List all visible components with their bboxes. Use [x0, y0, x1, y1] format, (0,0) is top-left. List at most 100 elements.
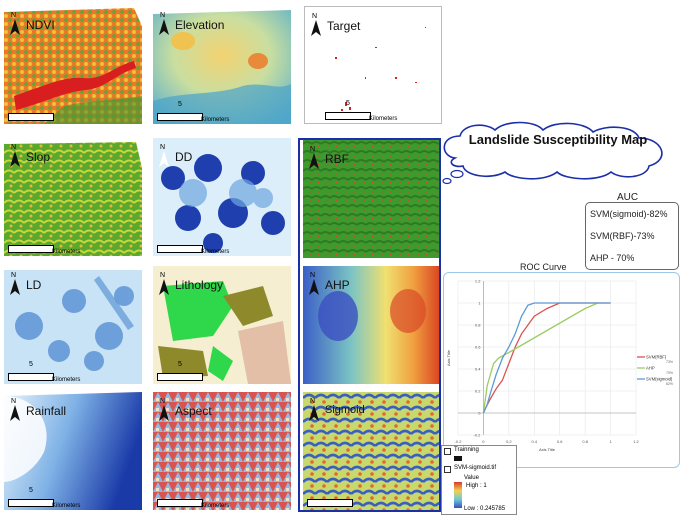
auc-sigmoid: SVM(sigmoid)-82% — [590, 209, 668, 219]
map-legend: Trainning SVM-sigmoid.tif Value High : 1… — [441, 445, 517, 515]
kilometers-label: Kilometers — [369, 116, 398, 122]
kilometers-label: Kilometers — [52, 377, 81, 383]
north-arrow-icon: N — [159, 398, 169, 421]
svg-text:N: N — [11, 12, 16, 19]
map-title: Landslide Susceptibility Map — [468, 132, 648, 147]
auc-ahp: AHP - 70% — [590, 253, 635, 263]
svg-text:N: N — [160, 398, 165, 405]
scale-bar: 5 — [8, 487, 54, 507]
scale-bar — [8, 113, 54, 121]
training-checkbox[interactable] — [444, 448, 451, 455]
scale-number: 5 — [178, 101, 182, 108]
x-tick-label: 1 — [609, 439, 612, 444]
legend-value-label: Value — [464, 475, 479, 481]
svg-text:N: N — [11, 144, 16, 151]
x-tick-label: 0 — [482, 439, 485, 444]
panel-label: RBF — [325, 152, 349, 166]
legend-entry: SVM(sigmoid) — [646, 377, 673, 382]
north-arrow-icon: N — [10, 12, 20, 35]
kilometers-label: Kilometers — [201, 249, 230, 255]
svg-text:N: N — [160, 272, 165, 279]
scale-number: 5 — [29, 487, 33, 494]
auc-title: AUC — [617, 192, 639, 203]
y-tick-label: 0.4 — [475, 367, 481, 372]
x-tick-label: 0.4 — [532, 439, 538, 444]
scale-number: 5 — [178, 361, 182, 368]
y-tick-label: 0.2 — [475, 389, 481, 394]
north-arrow-icon: N — [10, 272, 20, 295]
sigmoid-map-panel: N Sigmoid — [303, 392, 441, 510]
panel-label: Sigmoid — [325, 404, 365, 416]
panel-label: Rainfall — [26, 404, 67, 418]
legend-value: 70% — [666, 371, 673, 375]
scale-bar: 5 — [157, 101, 203, 121]
kilometers-label: Kilometers — [201, 117, 230, 123]
legend-entry: AHP — [646, 366, 655, 371]
north-arrow-icon: N — [159, 272, 169, 295]
y-tick-label: -0.2 — [474, 433, 482, 438]
scale-bar — [307, 499, 353, 507]
north-arrow-icon: N — [159, 144, 169, 167]
aspect-map-panel: N Aspect Kilometers — [153, 392, 291, 510]
rainfall-map-panel: N Rainfall 5 Kilometers — [4, 392, 142, 510]
rainfall-map — [4, 392, 142, 510]
model-results-frame — [298, 138, 441, 512]
training-swatch — [454, 456, 462, 461]
layer-checkbox[interactable] — [444, 466, 451, 473]
panel-label: AHP — [325, 278, 350, 292]
roc-line-ahp — [482, 302, 599, 414]
svg-text:N: N — [312, 13, 317, 20]
y-tick-label: 1.2 — [475, 279, 481, 284]
north-arrow-icon: N — [309, 398, 319, 421]
scale-bar: 5 — [8, 361, 54, 381]
north-arrow-icon: N — [10, 144, 20, 167]
north-arrow-icon: N — [309, 272, 319, 295]
scale-number: 5 — [29, 361, 33, 368]
roc-chart-title: ROC Curve — [520, 262, 567, 272]
legend-high-label: High : 1 — [466, 483, 487, 489]
slope-map — [4, 142, 142, 256]
panel-label: Target — [327, 19, 361, 33]
scale-bar — [8, 245, 54, 253]
svg-text:N: N — [160, 12, 165, 19]
x-tick-label: 1.2 — [633, 439, 639, 444]
scale-bar — [157, 245, 203, 253]
ahp-map-panel: N AHP — [303, 266, 441, 384]
y-tick-label: 0.6 — [475, 345, 481, 350]
panel-label: Lithology — [175, 278, 224, 292]
dd-map-panel: N DD Kilometers — [153, 138, 291, 256]
ndvi-map — [4, 8, 142, 124]
roc-chart-box: -0.200.20.40.60.811.2-0.200.20.40.60.811… — [443, 272, 680, 468]
legend-value: 82% — [666, 382, 673, 386]
panel-label: LD — [26, 278, 42, 292]
svg-text:N: N — [310, 146, 315, 153]
sigmoid-map — [303, 392, 441, 510]
lineament-density-map — [4, 270, 142, 384]
scale-bar: 5 — [325, 100, 371, 120]
roc-line-svm-sigmoid- — [482, 302, 611, 414]
target-map-panel: N Target 5 Kilometers — [304, 6, 442, 124]
auc-rbf: SVM(RBF)-73% — [590, 231, 655, 241]
panel-label: Aspect — [175, 404, 212, 418]
ld-map-panel: N LD 5 Kilometers — [4, 266, 142, 384]
elevation-map-panel: N Elevation 5 Kilometers — [153, 6, 291, 124]
panel-label: Elevation — [175, 18, 225, 32]
ahp-map — [303, 266, 441, 384]
rbf-map — [303, 140, 441, 258]
ndvi-map-panel: N NDVI — [4, 6, 142, 124]
scale-bar — [157, 499, 203, 507]
scale-bar: 5 — [157, 361, 203, 381]
y-tick-label: 1 — [478, 301, 481, 306]
lithology-map-panel: N Lithology 5 — [153, 266, 291, 384]
north-arrow-icon: N — [309, 146, 319, 169]
y-axis-label: Axis Title — [446, 349, 451, 366]
x-tick-label: 0.6 — [557, 439, 563, 444]
north-arrow-icon: N — [159, 12, 169, 35]
kilometers-label: Kilometers — [52, 503, 81, 509]
svg-text:N: N — [310, 398, 315, 405]
scale-number: 5 — [346, 100, 350, 107]
svg-text:N: N — [11, 398, 16, 405]
panel-label: Slop — [26, 150, 51, 164]
legend-training-label: Trainning — [454, 447, 479, 453]
north-arrow-icon: N — [10, 398, 20, 421]
